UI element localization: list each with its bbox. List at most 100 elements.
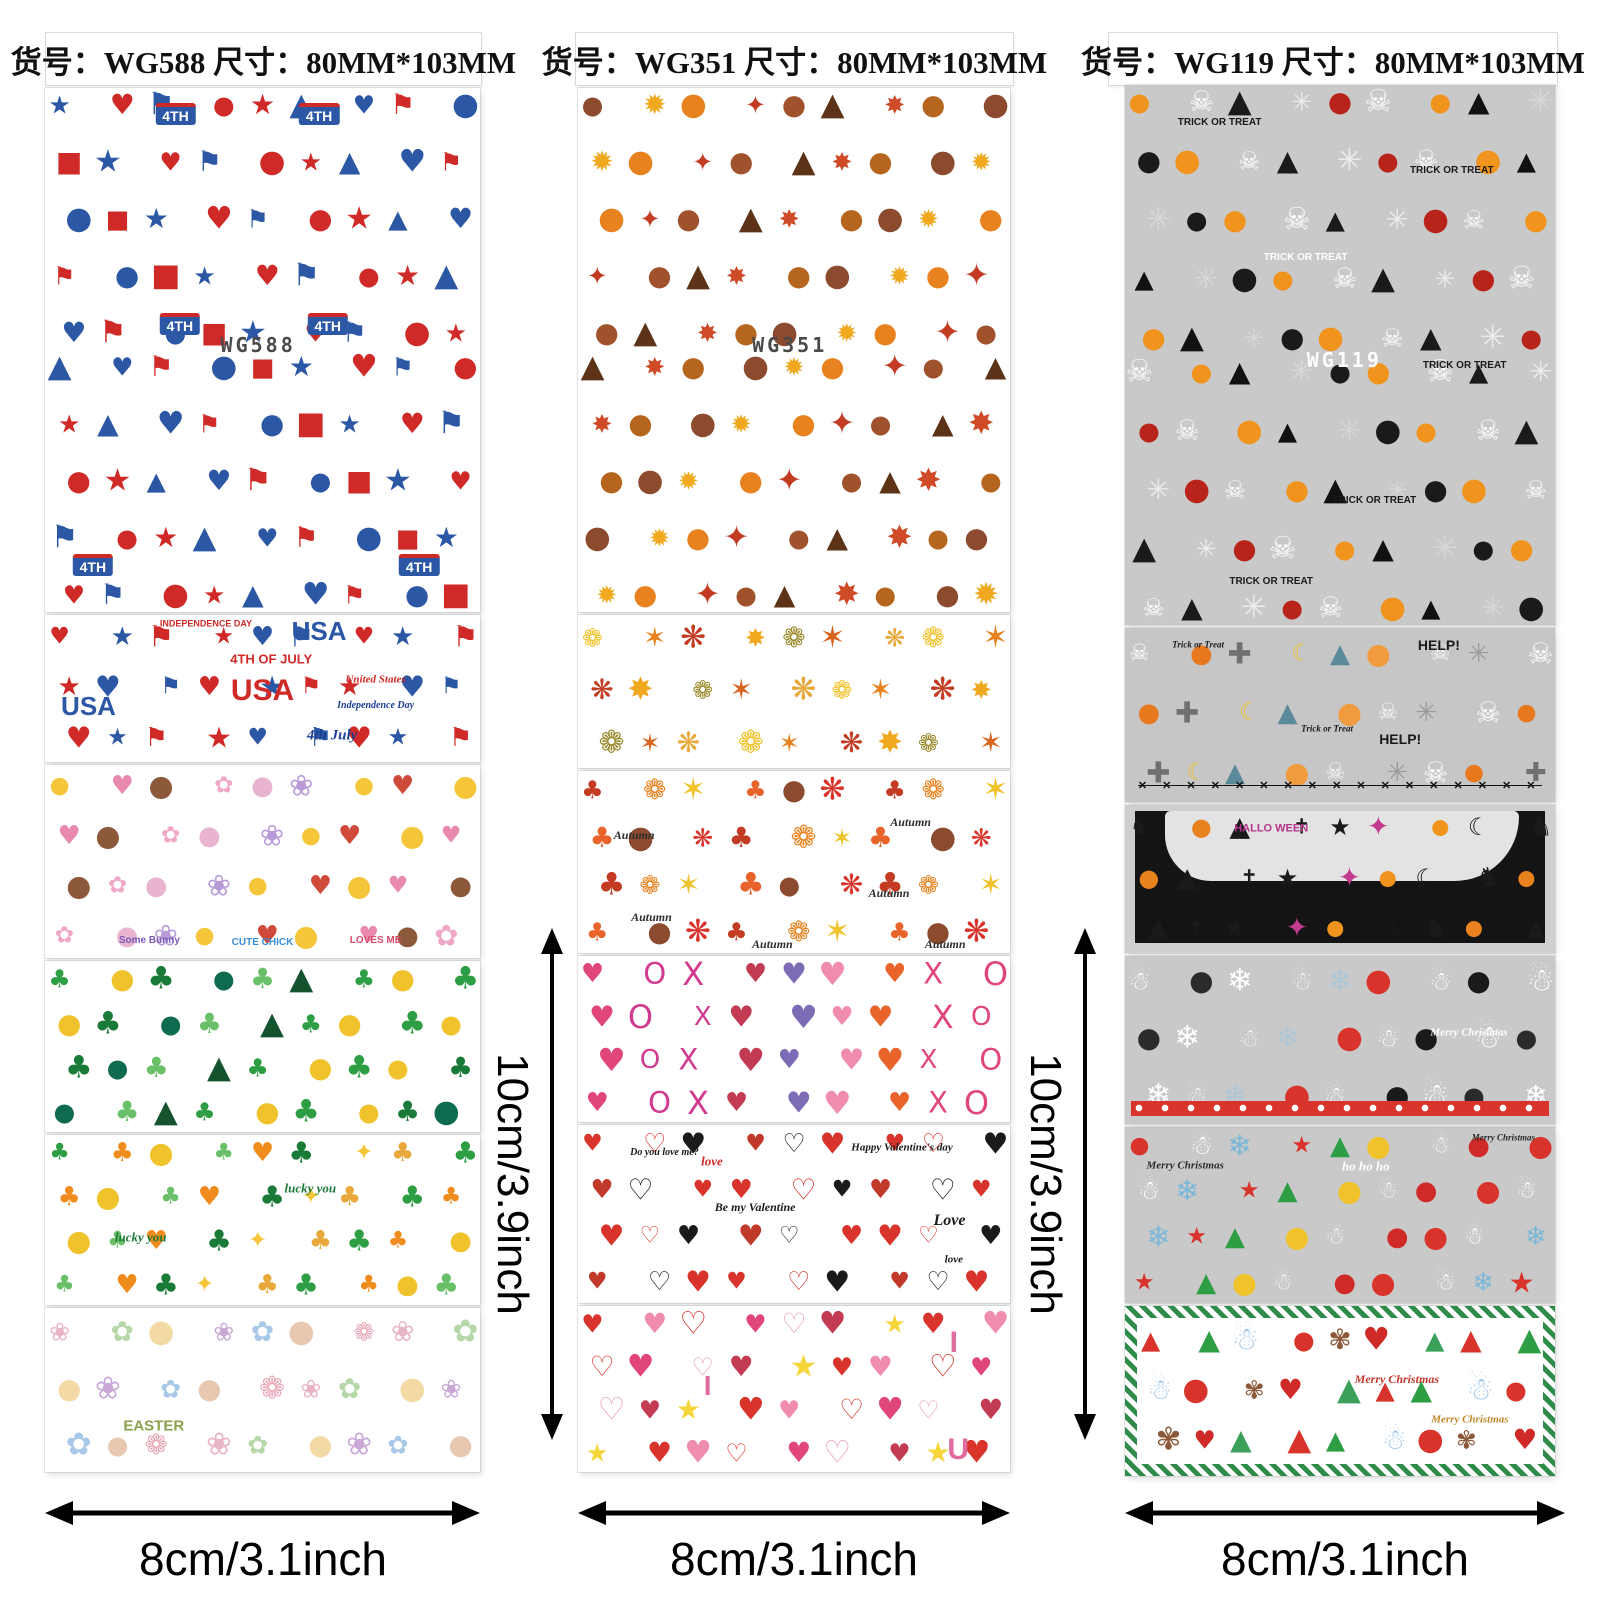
sticker-text: Autumn (752, 936, 793, 951)
sticker-glyph: ♥ (301, 576, 330, 613)
sticker-text: TRICK OR TREAT (1263, 251, 1348, 263)
sticker-glyph: ♥ (982, 1126, 1009, 1161)
arrow-line (594, 1510, 994, 1516)
sticker-glyph: ● (633, 578, 658, 612)
sticker-glyph: ♥ (449, 466, 472, 496)
sticker-glyph: ♥ (49, 623, 70, 650)
sticker-glyph: ★ (239, 314, 267, 351)
sticker-glyph: ♥ (743, 958, 768, 989)
sticker-glyph: ❀ (205, 1426, 232, 1463)
sticker-glyph: ✳ (1386, 758, 1409, 788)
sticker-glyph: ♞ (1528, 811, 1553, 843)
sticker-text: United States (345, 673, 406, 686)
sticker-glyph: ☃ (1516, 1177, 1537, 1204)
sticker-glyph: X (678, 1042, 699, 1077)
sticker-glyph: ★ (1186, 1223, 1207, 1250)
sticker-glyph: ▲ (1517, 1321, 1542, 1358)
sticker-glyph: ● (787, 523, 810, 553)
sticker-glyph: ☠ (1475, 695, 1502, 730)
sticker-glyph: ★ (883, 1309, 906, 1339)
sticker-glyph: ♣ (259, 1179, 286, 1214)
sticker-glyph: ● (978, 202, 1003, 235)
sticker-glyph: ♥ (110, 770, 134, 801)
sticker-glyph: ● (583, 519, 611, 556)
sticker-glyph: ▲ (1330, 638, 1350, 669)
badge-4th: 4TH (72, 553, 114, 576)
sheet-usa-independence: ♥ ★ ⚑ ★ ♥ ⚑ ♥ ★ ⚑ ★ ♥ ⚑ ♥ ★ ⚑ ★ ♥ ⚑ ♥ ★ ⚑ ★ ♥ ⚑ ♥ ★ ⚑ USA USA USA 4TH … (45, 615, 480, 762)
sticker-glyph: ▲ (1277, 416, 1298, 446)
sticker-glyph: ★ (675, 1392, 702, 1426)
sticker-glyph: ❀ (346, 1426, 373, 1463)
sticker-glyph: ● (647, 914, 672, 948)
sticker-glyph: ❀ (153, 918, 178, 953)
sticker-glyph: ▲ (1425, 1325, 1445, 1355)
sticker-glyph: ❋ (929, 671, 956, 708)
sticker-glyph: ♣ (114, 1095, 140, 1129)
sticker-glyph: ● (685, 521, 711, 555)
sticker-glyph: ✳ (1528, 355, 1553, 389)
sticker-glyph: ✦ (963, 257, 990, 294)
sticker-glyph: ♡ (921, 1129, 945, 1160)
sticker-glyph: ● (1475, 1173, 1501, 1208)
sticker-glyph: ● (337, 1006, 362, 1040)
sticker-glyph: ● (1284, 473, 1310, 506)
sticker-glyph: ♣ (586, 917, 609, 947)
sheet-code: WG351 (752, 332, 828, 357)
sticker-glyph: ● (1185, 205, 1208, 235)
sticker-glyph: ✳ (1434, 264, 1456, 294)
sticker-glyph: ● (194, 922, 215, 949)
sticker-glyph: ⚑ (246, 204, 269, 234)
sticker-glyph: ▲ (826, 521, 849, 555)
sticker-glyph: ● (868, 144, 893, 178)
sticker-glyph: ☃ (1376, 1023, 1399, 1053)
sticker-glyph: O (627, 997, 654, 1036)
sticker-glyph: ▲ (434, 257, 459, 294)
sticker-glyph: ♣ (152, 1267, 179, 1302)
sticker-glyph: ☃ (1429, 966, 1452, 996)
sticker-glyph: ♥ (111, 352, 134, 382)
sticker-glyph: ✳ (1415, 698, 1437, 729)
sheet-christmas-penguins: ☃ ● ❄ ☃ ❄ ● ☃ ● ☃ ● ❄ ☃ ❄ ● ☃ ● ☃ ● ❄ ☃ ❄ ● ☃ ● ☃ ● ❄ Merry Christm… (1125, 956, 1555, 1124)
sticker-glyph: ⚑ (343, 580, 366, 610)
sticker-glyph: ♥ (57, 820, 81, 851)
sticker-glyph: ♥ (642, 1306, 668, 1340)
sticker-text: HELP! (1379, 731, 1422, 748)
sticker-glyph: ☃ (1137, 1176, 1161, 1207)
sticker-text: TRICK OR TREAT (1229, 575, 1314, 587)
sticker-glyph: ● (1336, 1173, 1363, 1208)
sticker-glyph: ■ (441, 576, 471, 613)
sticker-glyph: ☠ (1142, 593, 1165, 623)
sticker-glyph: ❄ (1146, 1219, 1171, 1254)
sticker-glyph: ● (791, 406, 816, 440)
sticker-glyph: ■ (151, 257, 181, 294)
sticker-glyph: ❁ (831, 675, 853, 705)
sticker-glyph: ♥ (255, 920, 279, 951)
sticker-glyph: ♥ (680, 1126, 707, 1161)
sticker-glyph: ● (66, 1223, 92, 1258)
sticker-glyph: O (982, 954, 1009, 993)
sticker-glyph: ❁ (921, 773, 945, 807)
sticker-glyph: ● (355, 519, 383, 556)
column-wg119-sheets: ● ☠ ▲ ✳ ● ☠ ● ▲ ✳ ● ● ☠ ▲ ✳ ● ☠ ● ▲ ✳ ● ● ☠ ▲ ✳ ● ☠ ● ▲ ✳ ● ● ☠ ▲ ✳ ● ☠ ● ▲ ✳ ●… (1125, 0, 1555, 1600)
sticker-glyph: ★ (193, 261, 216, 291)
sticker-glyph: ♣ (728, 820, 754, 854)
sticker-glyph: ♣ (358, 1271, 380, 1298)
sticker-glyph: ● (628, 406, 653, 440)
sticker-glyph: ● (396, 920, 419, 951)
sticker-glyph: ● (599, 464, 624, 497)
sticker-glyph: ● (1460, 471, 1488, 508)
height-dimension-arrow-left (537, 928, 567, 1440)
sticker-text: Autumn (631, 909, 672, 924)
sticker-glyph: ● (581, 90, 604, 120)
sticker-glyph: ● (66, 868, 92, 903)
sticker-glyph: ✶ (676, 867, 701, 901)
sticker-glyph: ● (1137, 416, 1160, 446)
sticker-glyph: ■ (395, 523, 420, 553)
sticker-glyph: ♣ (597, 866, 626, 903)
sticker-glyph: ♥ (737, 1218, 764, 1253)
sticker-glyph: ❀ (300, 1374, 322, 1404)
sticker-glyph: ☃ (1237, 1023, 1261, 1053)
sticker-glyph: ♥ (399, 406, 425, 440)
sticker-glyph: ● (1413, 1021, 1439, 1055)
sticker-glyph: ♡ (918, 1222, 939, 1249)
